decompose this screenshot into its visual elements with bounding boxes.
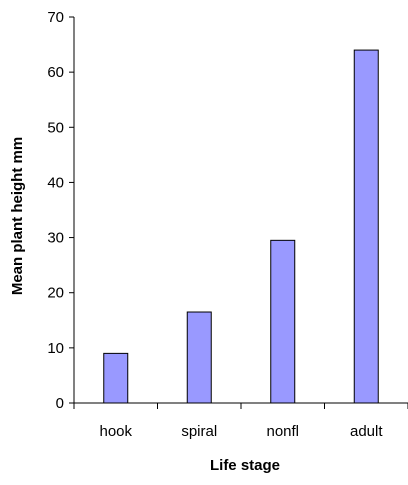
y-tick-label: 60 <box>47 64 64 81</box>
bar-spiral <box>186 311 212 404</box>
y-axis-title: Mean plant height mm <box>9 137 26 295</box>
bar-adult <box>353 49 379 404</box>
x-axis-title: Life stage <box>210 457 280 474</box>
y-tick-label: 70 <box>47 9 64 26</box>
y-tick-label: 50 <box>47 119 64 136</box>
bars-group <box>103 49 379 404</box>
y-axis: 0 10 20 30 40 50 60 70 <box>47 9 75 412</box>
x-tick-label: hook <box>99 423 132 440</box>
bar-hook <box>103 352 129 404</box>
y-tick-label: 40 <box>47 174 64 191</box>
x-tick-label: spiral <box>181 423 217 440</box>
bar-nonfl <box>270 239 296 404</box>
y-tick-label: 10 <box>47 340 64 357</box>
x-tick-label: adult <box>350 423 383 440</box>
x-tick-label: nonfl <box>266 423 299 440</box>
y-tick-label: 30 <box>47 230 64 247</box>
y-tick-label: 0 <box>56 395 64 412</box>
x-axis: hook spiral nonfl adult <box>73 402 408 440</box>
y-tick-label: 20 <box>47 285 64 302</box>
